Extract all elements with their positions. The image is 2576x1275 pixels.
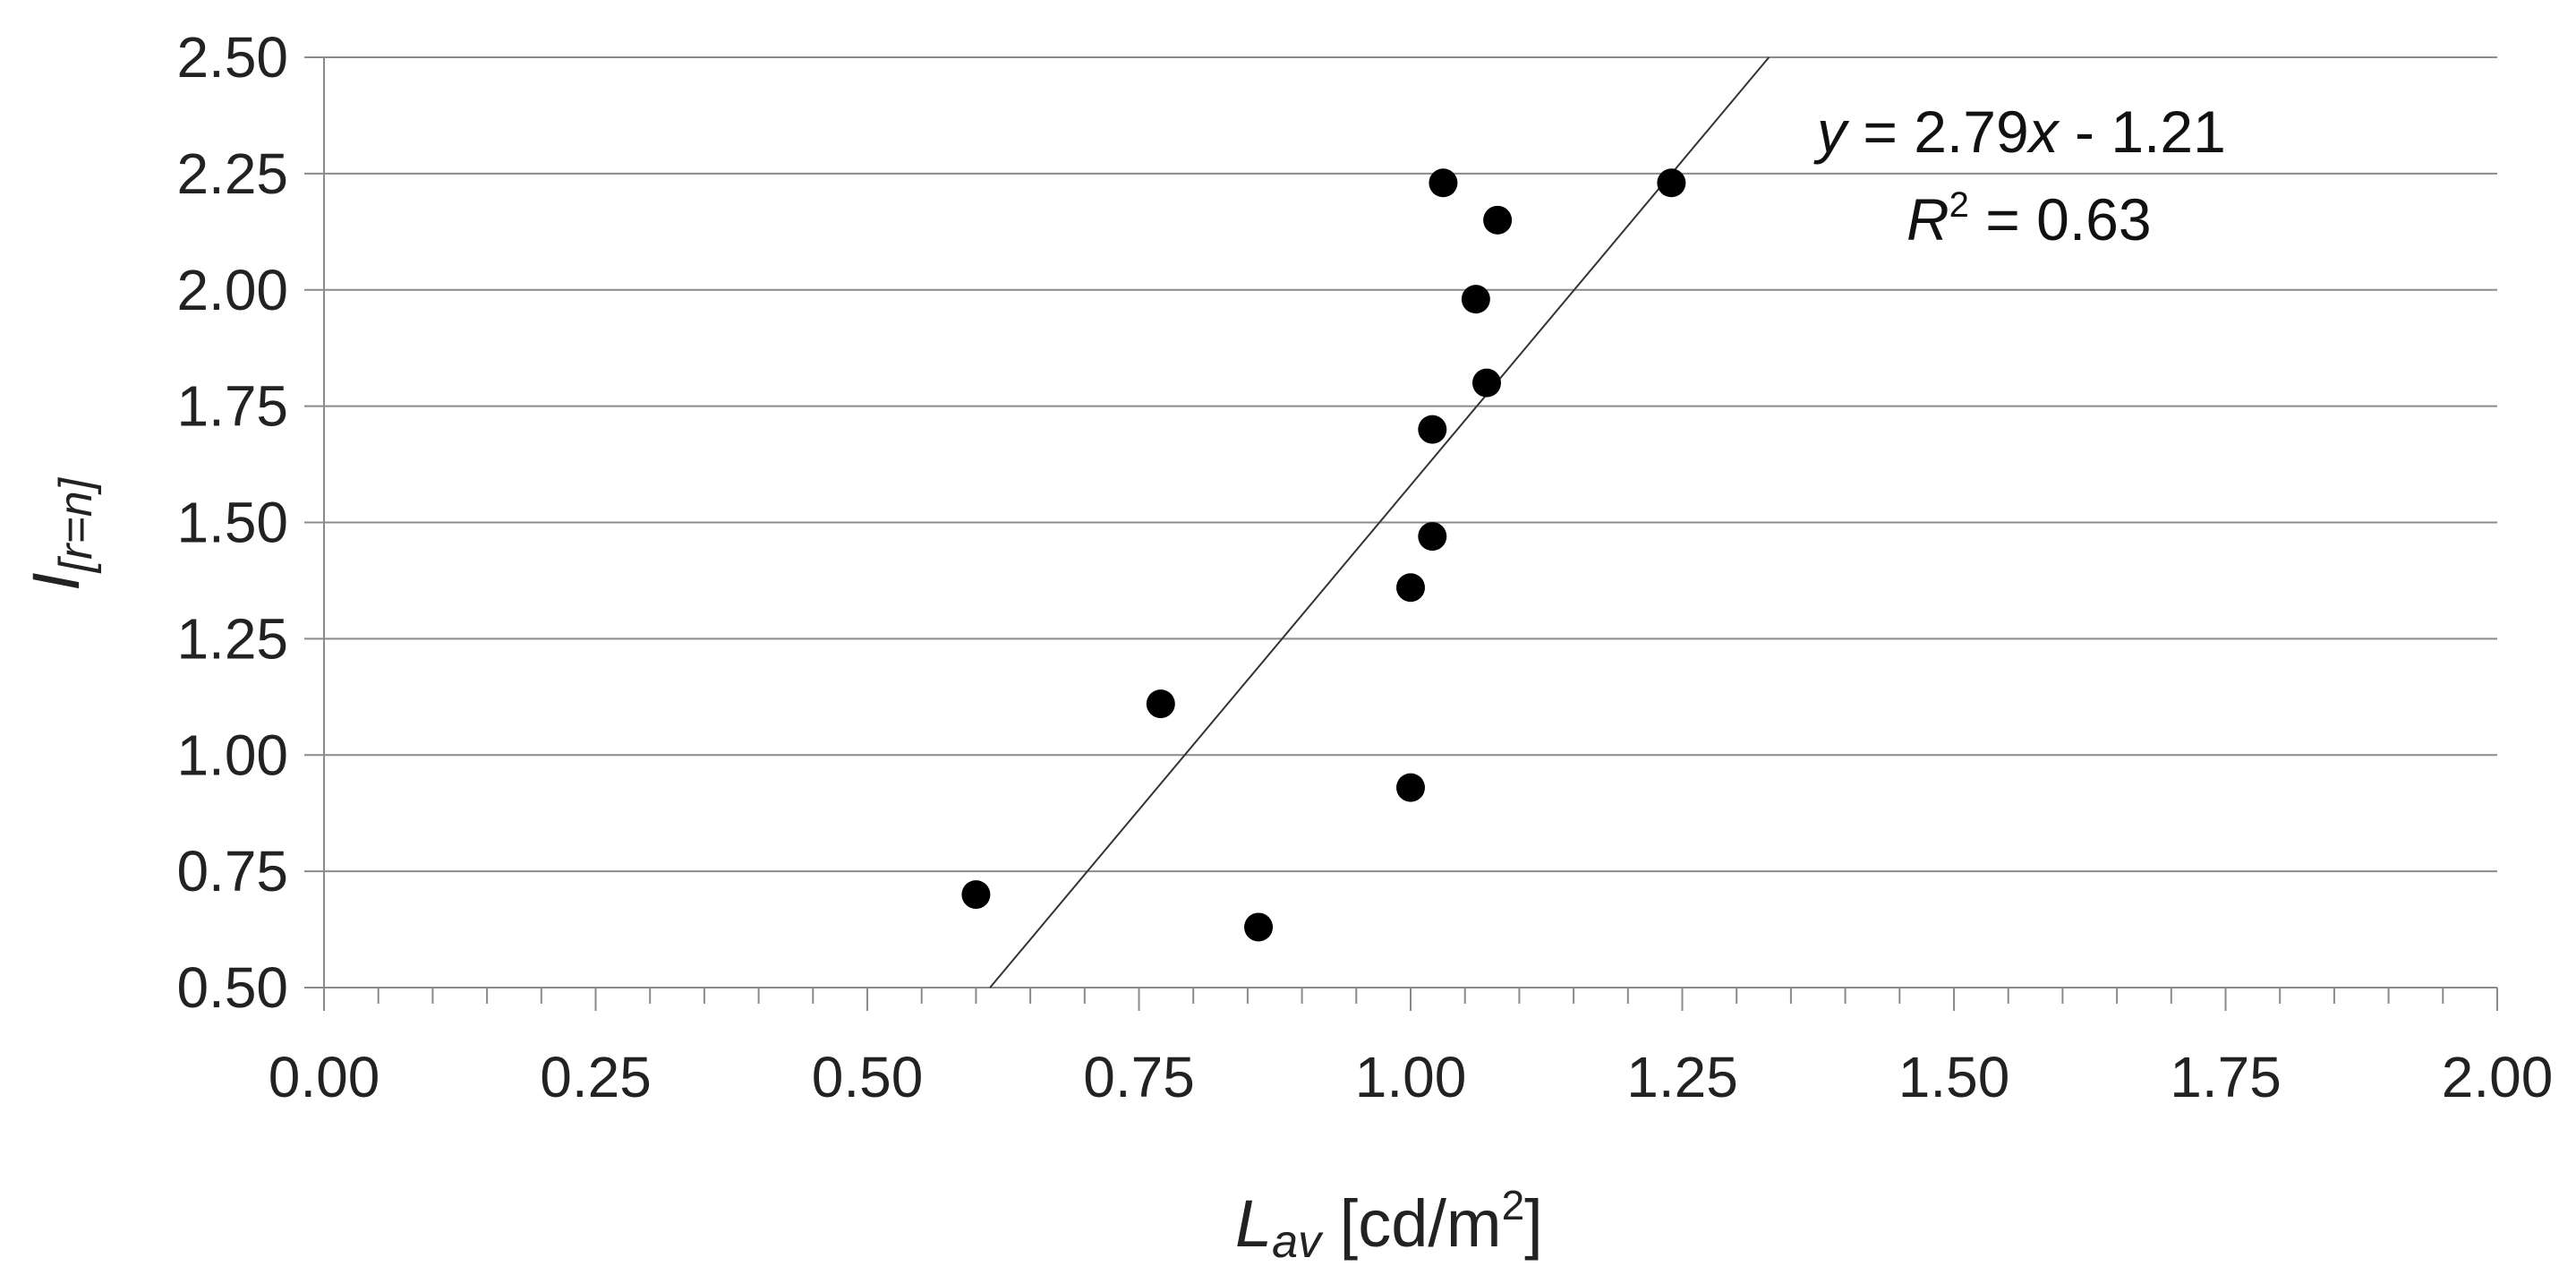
x-tick-label: 0.75 [1083, 1045, 1195, 1109]
x-tick-label: 1.25 [1626, 1045, 1738, 1109]
y-tick-label: 0.75 [176, 839, 288, 903]
x-tick-label: 1.00 [1355, 1045, 1467, 1109]
y-tick-label: 0.50 [176, 955, 288, 1020]
y-axis-title: I[r=n] [19, 476, 102, 591]
y-tick-label: 1.25 [176, 606, 288, 671]
x-tick-label: 1.50 [1898, 1045, 2010, 1109]
x-tick-label: 0.25 [540, 1045, 652, 1109]
data-point [1429, 168, 1458, 198]
data-point [1418, 415, 1447, 444]
data-point [1471, 368, 1501, 398]
x-tick-label: 2.00 [2442, 1045, 2554, 1109]
data-point [1483, 205, 1513, 235]
data-point [961, 880, 991, 910]
y-tick-label: 2.25 [176, 141, 288, 206]
y-tick-label: 2.50 [176, 25, 288, 90]
trendline [989, 56, 1770, 988]
data-point [1396, 773, 1425, 802]
data-point [1418, 522, 1447, 552]
trendline-group [989, 56, 1770, 988]
gridlines [324, 56, 2497, 873]
y-axis-ticks: 0.50 0.75 1.00 1.25 1.50 1.75 2.00 2.25 2.50 [176, 25, 324, 1020]
data-point [1146, 689, 1175, 719]
x-axis-ticks: 0.00 0.25 0.50 0.75 1.00 1.25 1.50 1.75 2.00 [269, 988, 2554, 1109]
y-tick-label: 1.50 [176, 491, 288, 555]
y-tick-label: 1.00 [176, 723, 288, 787]
x-axis-title: Lav [cd/m2] [1235, 1182, 1543, 1268]
y-tick-label: 2.00 [176, 258, 288, 322]
x-tick-label: 1.75 [2170, 1045, 2282, 1109]
r-squared-label: R2 = 0.63 [1906, 185, 2152, 252]
x-tick-label: 0.00 [269, 1045, 380, 1109]
data-point [1244, 912, 1274, 942]
data-point [1461, 285, 1490, 314]
trendline-equation: y = 2.79x - 1.21 [1813, 98, 2226, 165]
data-point [1657, 168, 1686, 198]
x-tick-label: 0.50 [812, 1045, 924, 1109]
data-points [961, 168, 1686, 942]
y-tick-label: 1.75 [176, 374, 288, 439]
data-point [1396, 573, 1425, 603]
